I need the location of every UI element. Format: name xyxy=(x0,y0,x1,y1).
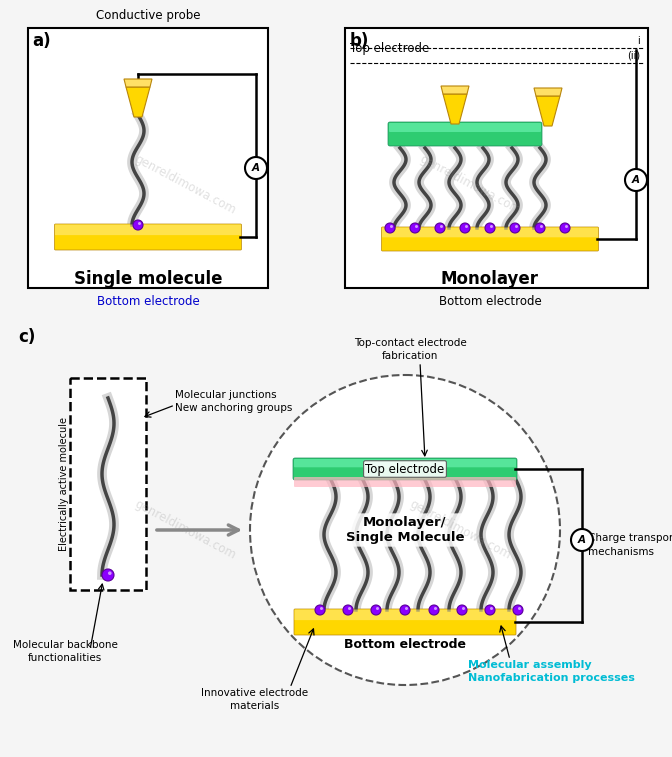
Bar xyxy=(345,28,648,288)
Text: Conductive probe: Conductive probe xyxy=(95,9,200,22)
Text: genreldimowa.com: genreldimowa.com xyxy=(417,153,523,217)
Circle shape xyxy=(460,223,470,233)
FancyBboxPatch shape xyxy=(294,459,516,467)
Circle shape xyxy=(371,605,381,615)
Text: Single molecule: Single molecule xyxy=(74,270,222,288)
Text: a): a) xyxy=(32,32,50,50)
Circle shape xyxy=(320,607,323,610)
Text: i: i xyxy=(637,36,640,46)
Text: A: A xyxy=(252,163,260,173)
Circle shape xyxy=(625,169,647,191)
Polygon shape xyxy=(126,87,150,117)
Circle shape xyxy=(400,605,410,615)
Circle shape xyxy=(245,157,267,179)
Ellipse shape xyxy=(250,375,560,685)
Text: (ii): (ii) xyxy=(627,51,640,61)
Circle shape xyxy=(560,223,570,233)
Text: Molecular junctions
New anchoring groups: Molecular junctions New anchoring groups xyxy=(175,390,292,413)
Polygon shape xyxy=(536,96,560,126)
Circle shape xyxy=(102,569,114,581)
Circle shape xyxy=(138,222,141,225)
Text: genreldimowa.com: genreldimowa.com xyxy=(132,153,238,217)
Polygon shape xyxy=(124,79,152,87)
Circle shape xyxy=(390,225,393,228)
Polygon shape xyxy=(443,94,467,124)
FancyBboxPatch shape xyxy=(382,228,598,237)
Circle shape xyxy=(440,225,443,228)
Text: Bottom electrode: Bottom electrode xyxy=(439,295,542,308)
Bar xyxy=(28,28,268,288)
Circle shape xyxy=(348,607,351,610)
Circle shape xyxy=(405,607,408,610)
Circle shape xyxy=(513,605,523,615)
Text: genreldimowa.com: genreldimowa.com xyxy=(132,498,238,562)
Polygon shape xyxy=(534,88,562,96)
FancyBboxPatch shape xyxy=(294,609,515,620)
Circle shape xyxy=(565,225,568,228)
Text: Monolayer/
Single Molecule: Monolayer/ Single Molecule xyxy=(346,516,464,544)
Bar xyxy=(70,378,146,590)
Text: Molecular assembly
Nanofabrication processes: Molecular assembly Nanofabrication proce… xyxy=(468,660,635,684)
Text: Top electrode: Top electrode xyxy=(366,463,445,475)
Circle shape xyxy=(343,605,353,615)
Circle shape xyxy=(571,529,593,551)
Text: Charge transport
mechanisms: Charge transport mechanisms xyxy=(588,534,672,556)
Circle shape xyxy=(518,607,521,610)
Text: A: A xyxy=(578,535,586,545)
Circle shape xyxy=(457,605,467,615)
Circle shape xyxy=(490,225,493,228)
Text: Bottom electrode: Bottom electrode xyxy=(97,295,200,308)
Circle shape xyxy=(108,572,112,575)
FancyBboxPatch shape xyxy=(388,122,542,146)
Circle shape xyxy=(515,225,518,228)
Circle shape xyxy=(429,605,439,615)
Circle shape xyxy=(434,607,437,610)
Circle shape xyxy=(490,607,493,610)
Text: Molecular backbone
functionalities: Molecular backbone functionalities xyxy=(13,640,118,663)
Text: Innovative electrode
materials: Innovative electrode materials xyxy=(202,688,308,711)
Text: Top-contact electrode
fabrication: Top-contact electrode fabrication xyxy=(353,338,466,361)
Circle shape xyxy=(435,223,445,233)
Circle shape xyxy=(535,223,545,233)
FancyBboxPatch shape xyxy=(293,458,517,480)
Text: A: A xyxy=(632,175,640,185)
FancyBboxPatch shape xyxy=(55,225,241,235)
Polygon shape xyxy=(441,86,469,94)
Circle shape xyxy=(462,607,465,610)
Text: Top electrode: Top electrode xyxy=(350,42,429,55)
Circle shape xyxy=(385,223,395,233)
Circle shape xyxy=(376,607,379,610)
Circle shape xyxy=(410,223,420,233)
Text: genreldimowa.com: genreldimowa.com xyxy=(407,498,513,562)
Text: Electrically active molecule: Electrically active molecule xyxy=(59,417,69,551)
Circle shape xyxy=(540,225,543,228)
Circle shape xyxy=(133,220,143,230)
Text: c): c) xyxy=(18,328,36,346)
Circle shape xyxy=(315,605,325,615)
FancyBboxPatch shape xyxy=(54,224,241,250)
FancyBboxPatch shape xyxy=(294,609,516,635)
Text: Monolayer: Monolayer xyxy=(441,270,539,288)
Circle shape xyxy=(485,223,495,233)
FancyBboxPatch shape xyxy=(389,123,541,132)
FancyBboxPatch shape xyxy=(382,227,599,251)
Circle shape xyxy=(510,223,520,233)
Text: b): b) xyxy=(350,32,370,50)
Text: Bottom electrode: Bottom electrode xyxy=(344,638,466,651)
Circle shape xyxy=(415,225,418,228)
FancyBboxPatch shape xyxy=(294,477,516,487)
Circle shape xyxy=(465,225,468,228)
Circle shape xyxy=(485,605,495,615)
